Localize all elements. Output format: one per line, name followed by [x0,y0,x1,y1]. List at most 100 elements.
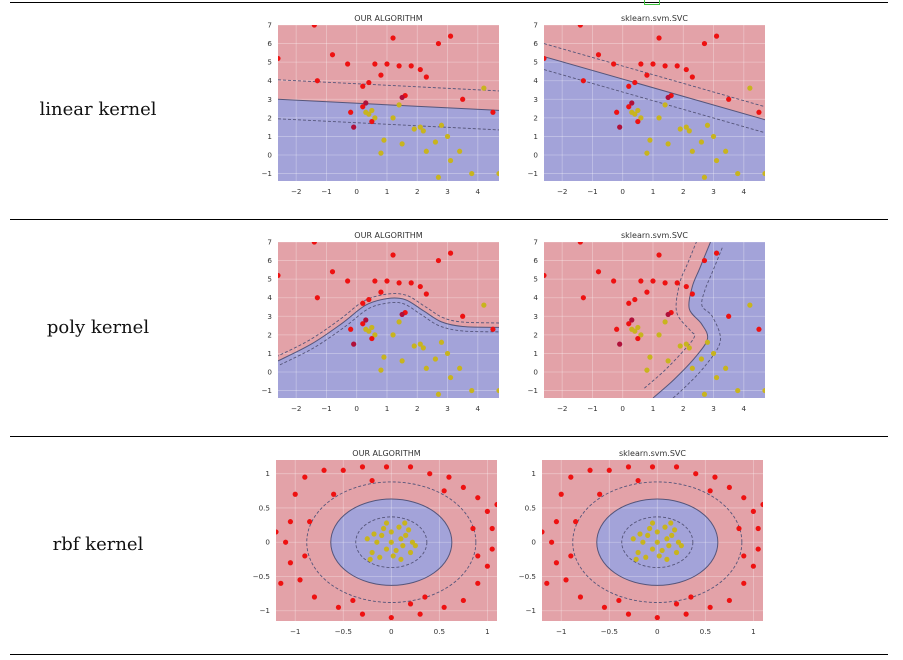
data-point-class-negative [647,137,653,143]
data-point-class-negative [417,124,423,130]
y-tick-label: 7 [267,238,272,247]
data-point-class-negative [678,543,684,549]
data-point-class-positive [278,55,281,62]
data-point-class-negative [683,341,689,347]
y-tick-label: 3 [533,312,538,321]
data-point-class-negative [643,554,649,560]
chart-title: OUR ALGORITHM [352,449,421,458]
data-point-class-negative [633,556,639,562]
margin-b [278,293,499,357]
data-point-class-positive [292,491,298,497]
data-point-class-negative [481,85,487,91]
data-point-class-positive [577,242,583,245]
chart-title: sklearn.svm.SVC [621,231,688,240]
data-point-class-positive [701,257,708,264]
data-point-support [617,124,623,130]
data-point-class-positive [359,464,366,470]
data-point-class-positive [423,74,429,80]
margin-upper [278,79,499,92]
data-point-class-positive [650,278,656,284]
data-point-class-negative [406,527,412,533]
data-point-class-positive [568,474,574,480]
data-point-class-negative [366,328,372,334]
x-tick-label: 1 [751,627,756,636]
data-point-class-negative [637,531,643,537]
data-point-class-negative [366,111,372,117]
y-tick-label: 2 [533,330,538,339]
y-tick-label: −0.5 [519,572,536,581]
data-point-class-negative [390,115,396,121]
data-point-class-negative [383,520,390,526]
data-point-class-positive [489,525,495,532]
data-point-class-positive [632,296,638,303]
data-point-class-positive [417,66,423,73]
data-point-class-negative [402,520,408,526]
y-tick-label: 0 [267,368,272,377]
margin-a [279,301,499,366]
data-point-class-positive [350,597,356,604]
x-tick-label: 2 [681,187,686,196]
data-point-class-negative [378,367,384,373]
data-point-class-positive [674,63,680,69]
data-point-class-negative [704,339,711,345]
data-point-class-positive [568,553,574,559]
plot-area [276,460,497,621]
table-rule-bottom [10,654,888,655]
margin-lower [278,118,499,131]
plot-area [278,25,499,181]
data-point-class-positive [360,321,366,327]
data-point-class-negative [469,170,475,177]
data-point-class-positive [460,313,466,319]
margin-outer [572,481,743,603]
data-point-class-positive [656,252,662,258]
data-point-class-positive [701,40,708,47]
data-point-class-positive [553,519,560,525]
data-point-class-positive [396,63,402,69]
data-point-class-positive [638,61,644,67]
data-point-class-positive [278,580,284,586]
data-point-class-positive [616,597,622,604]
data-point-class-positive [542,529,545,535]
chart-title: OUR ALGORITHM [354,14,423,23]
x-tick-label: 1 [651,187,656,196]
data-point-class-negative [369,324,375,331]
data-point-class-positive [331,491,337,497]
x-tick-label: 3 [445,404,450,413]
data-point-class-positive [755,546,761,552]
data-point-class-negative [704,122,711,128]
plot-area [544,25,765,181]
x-tick-label: −1 [290,627,301,636]
data-point-class-negative [723,148,729,154]
y-tick-label: 6 [533,256,538,265]
data-point-class-negative [400,543,406,549]
data-point-class-negative [665,141,671,147]
data-point-class-negative [713,157,720,164]
data-point-class-positive [614,326,620,332]
data-point-class-positive [314,295,320,301]
y-tick-label: 1 [265,469,270,478]
data-point-class-positive [625,611,632,617]
data-point-class-positive [484,563,490,569]
data-point-class-positive [656,35,662,41]
data-point-class-positive [447,33,454,39]
y-tick-label: 0 [265,538,270,547]
data-point-class-positive [417,611,423,617]
x-tick-label: 3 [711,404,716,413]
data-point-class-positive [689,291,695,297]
y-tick-label: 4 [267,76,272,85]
data-point-class-negative [444,350,451,357]
data-point-class-negative [632,111,638,117]
decision-boundary [278,98,499,111]
data-point-class-negative [683,124,689,130]
data-point-class-positive [544,272,547,279]
data-point-class-negative [664,536,670,542]
y-tick-label: 5 [267,275,272,284]
data-point-class-positive [314,78,320,84]
chart-rbf-ours: OUR ALGORITHM −1 −0.5 0 0.5 1 −1 −0.5 0 0.5 1 [246,447,504,643]
data-point-class-positive [460,96,466,102]
x-tick-label: 0 [620,187,625,196]
data-point-class-positive [335,604,342,610]
data-point-class-negative [438,339,445,345]
data-point-support [363,100,369,106]
data-point-class-positive [494,501,497,508]
